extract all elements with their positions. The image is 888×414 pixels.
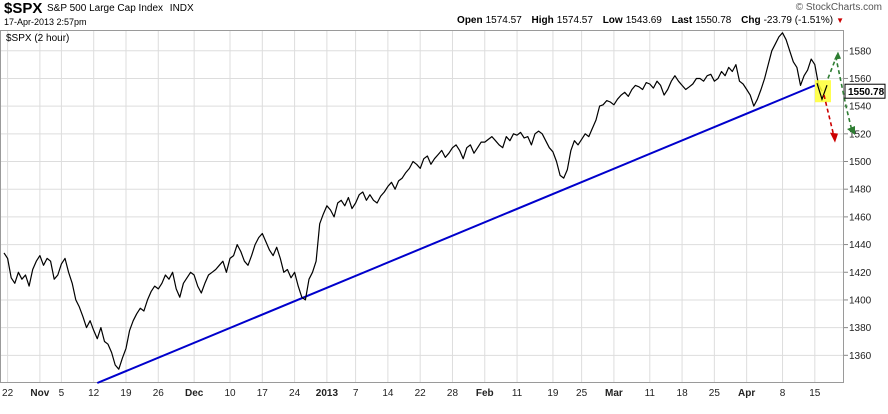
- chg-value: -23.79 (-1.51%): [763, 15, 834, 26]
- last-price-box: [844, 83, 886, 99]
- y-tick-label: 1560: [849, 74, 872, 85]
- plot-label: $SPX (2 hour): [6, 33, 69, 44]
- y-tick-label: 1400: [849, 295, 872, 306]
- x-tick-label: Feb: [476, 388, 494, 399]
- x-tick-label: 26: [153, 388, 165, 399]
- open-value: 1574.57: [485, 15, 522, 26]
- ohlc-bar: Open 1574.57 High 1574.57 Low 1543.69 Last 1…: [450, 15, 844, 26]
- price-line: [3, 32, 823, 370]
- high-value: 1574.57: [556, 15, 593, 26]
- projection-down-arrowhead: [830, 132, 838, 143]
- x-tick-label: 22: [415, 388, 427, 399]
- chart-header: $SPX S&P 500 Large Cap Index INDX 17-Apr…: [0, 0, 888, 30]
- y-tick-label: 1540: [849, 102, 872, 113]
- x-tick-label: 17: [257, 388, 269, 399]
- y-tick-label: 1580: [849, 46, 872, 57]
- x-tick-label: 5: [59, 388, 65, 399]
- exchange: INDX: [169, 3, 194, 14]
- y-tick-label: 1380: [849, 323, 872, 334]
- index-name: S&P 500 Large Cap Index INDX: [47, 3, 194, 14]
- x-tick-label: 19: [120, 388, 132, 399]
- x-tick-label: 11: [645, 388, 656, 399]
- y-tick-label: 1440: [849, 240, 872, 251]
- last-value: 1550.78: [695, 15, 732, 26]
- x-tick-label: Dec: [185, 388, 204, 399]
- x-tick-label: 28: [447, 388, 459, 399]
- x-tick-label: Apr: [738, 388, 755, 399]
- y-tick-label: 1480: [849, 185, 872, 196]
- x-tick-label: 12: [88, 388, 100, 399]
- x-tick-label: Mar: [605, 388, 623, 399]
- y-tick-label: 1520: [849, 129, 872, 140]
- x-tick-label: Nov: [30, 388, 49, 399]
- projection-down-line: [823, 94, 835, 137]
- y-tick-label: 1500: [849, 157, 872, 168]
- last-label: Last: [671, 15, 693, 26]
- x-tick-label: 15: [809, 388, 821, 399]
- y-tick-label: 1360: [849, 351, 872, 362]
- symbol: $SPX: [4, 0, 43, 17]
- open-label: Open: [457, 15, 483, 26]
- last-price-label: 1550.78: [848, 87, 885, 98]
- down-arrow-icon: ▼: [836, 16, 844, 25]
- x-tick-label: 24: [289, 388, 301, 399]
- x-tick-label: 10: [224, 388, 236, 399]
- x-tick-label: 2013: [316, 388, 339, 399]
- x-tick-label: 25: [709, 388, 721, 399]
- brand-logo: © StockCharts.com: [795, 2, 882, 13]
- x-tick-label: 8: [780, 388, 786, 399]
- plot-frame: [0, 30, 844, 383]
- projection-up-arrowhead: [834, 51, 841, 60]
- projection-up-line: [827, 54, 853, 132]
- trendline: [96, 84, 816, 384]
- x-tick-label: 14: [382, 388, 394, 399]
- index-name-text: S&P 500 Large Cap Index: [47, 3, 164, 14]
- highlight-price-line: [816, 83, 828, 102]
- low-value: 1543.69: [625, 15, 662, 26]
- timestamp: 17-Apr-2013 2:57pm: [4, 17, 87, 27]
- high-label: High: [531, 15, 554, 26]
- chg-label: Chg: [741, 15, 761, 26]
- x-tick-label: 19: [547, 388, 559, 399]
- x-tick-label: 22: [2, 388, 14, 399]
- x-tick-label: 18: [677, 388, 689, 399]
- y-tick-label: 1460: [849, 212, 872, 223]
- x-tick-label: 11: [512, 388, 523, 399]
- x-tick-label: 7: [353, 388, 359, 399]
- y-tick-label: 1420: [849, 268, 872, 279]
- projection-up-end-arrowhead: [847, 126, 855, 136]
- low-label: Low: [602, 15, 623, 26]
- x-tick-label: 25: [576, 388, 588, 399]
